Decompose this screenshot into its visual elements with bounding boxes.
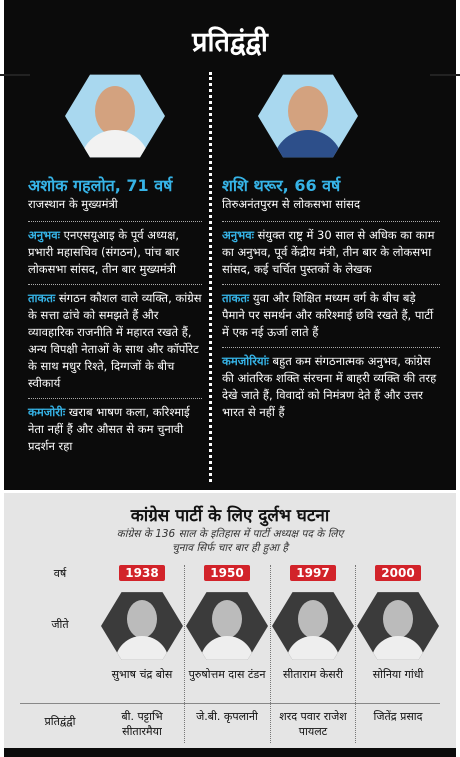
photo-face <box>127 600 157 638</box>
section: ताकतः संगठन कौशल वाले व्यक्ति, कांग्रेस … <box>28 284 202 398</box>
candidate-subtitle: राजस्थान के मुख्यमंत्री <box>28 197 118 211</box>
year-badge: 2000 <box>375 565 421 581</box>
year-badge: 1950 <box>204 565 250 581</box>
winner-name: पुरुषोत्तम दास टंडन <box>188 668 266 681</box>
section-text: संगठन कौशल वाले व्यक्ति, कांग्रेस के सत्… <box>28 291 202 390</box>
rule <box>0 74 30 76</box>
photo-body <box>115 636 169 660</box>
section-label: ताकतः <box>28 291 56 305</box>
section-label: अनुभवः <box>222 228 254 242</box>
photo-body <box>286 636 340 660</box>
section-text: बहुत कम संगठनात्मक अनुभव, कांग्रेस की आं… <box>222 354 437 419</box>
candidate: शशि थरूर, 66 वर्ष तिरुअनंतपुरम से लोकसभा … <box>222 176 440 427</box>
photo-face <box>212 600 242 638</box>
separator <box>20 703 440 704</box>
photo <box>186 592 268 660</box>
column-divider <box>184 565 185 743</box>
rival-name: जितेंद्र प्रसाद <box>373 710 423 723</box>
section-label: कमजोरियांः <box>222 354 269 368</box>
candidate-subtitle: तिरुअनंतपुरम से लोकसभा सांसद <box>222 197 361 211</box>
column-divider <box>270 565 271 743</box>
section-label: कमजोरीः <box>28 405 66 419</box>
history-subtitle: कांग्रेस के 136 साल के इतिहास में पार्टी… <box>116 528 344 554</box>
photo-body <box>371 636 425 660</box>
section: ताकतः युवा और शिक्षित मध्यम वर्ग के बीच … <box>222 284 440 347</box>
section: कमजोरियांः बहुत कम संगठनात्मक अनुभव, कां… <box>222 347 440 427</box>
row-label: वर्ष <box>53 567 67 580</box>
section: अनुभवः संयुक्त राष्ट्र में 30 साल से अधि… <box>222 221 440 284</box>
candidate: अशोक गहलोत, 71 वर्ष राजस्थान के मुख्यमंत्… <box>28 176 202 461</box>
rival-name: शरद पवार राजेश पायलट <box>279 710 347 738</box>
section-text: युवा और शिक्षित मध्यम वर्ग के बीच बड़े प… <box>222 291 434 339</box>
section: कमजोरीः खराब भाषण कला, करिश्माई नेता नही… <box>28 398 202 461</box>
section: अनुभवः एनएसयूआइ के पूर्व अध्यक्ष, प्रभार… <box>28 221 202 284</box>
rule <box>430 74 460 76</box>
year-badge: 1997 <box>290 565 336 581</box>
candidate-name: अशोक गहलोत, 71 वर्ष <box>28 176 173 195</box>
winner-name: सीताराम केसरी <box>282 668 344 681</box>
section-text: संयुक्त राष्ट्र में 30 साल से अधिक का का… <box>222 228 435 276</box>
section-label: अनुभवः <box>28 228 60 242</box>
rival-name: जे.बी. कृपलानी <box>196 710 258 723</box>
row-label: जीते <box>51 618 69 631</box>
divider <box>209 72 212 482</box>
section-text: एनएसयूआइ के पूर्व अध्यक्ष, प्रभारी महासच… <box>28 228 180 276</box>
title: प्रतिद्वंद्वी <box>192 27 268 58</box>
candidate-name: शशि थरूर, 66 वर्ष <box>222 176 341 195</box>
section-text: खराब भाषण कला, करिश्माई नेता नहीं हैं और… <box>28 405 190 453</box>
photo-face <box>383 600 413 638</box>
photo-body <box>200 636 254 660</box>
winner-name: सुभाष चंद्र बोस <box>111 668 173 681</box>
foot-bar <box>4 748 456 757</box>
rival-name: बी. पट्टाभि सीतारमैया <box>121 710 163 738</box>
column-divider <box>355 565 356 743</box>
photo-face <box>298 600 328 638</box>
section-label: ताकतः <box>222 291 250 305</box>
history-title: कांग्रेस पार्टी के लिए दुर्लभ घटना <box>130 506 330 526</box>
winner-name: सोनिया गांधी <box>372 668 424 681</box>
year-badge: 1938 <box>119 565 165 581</box>
row-label: प्रतिद्वंद्वी <box>44 715 76 728</box>
top-panel <box>4 0 456 490</box>
